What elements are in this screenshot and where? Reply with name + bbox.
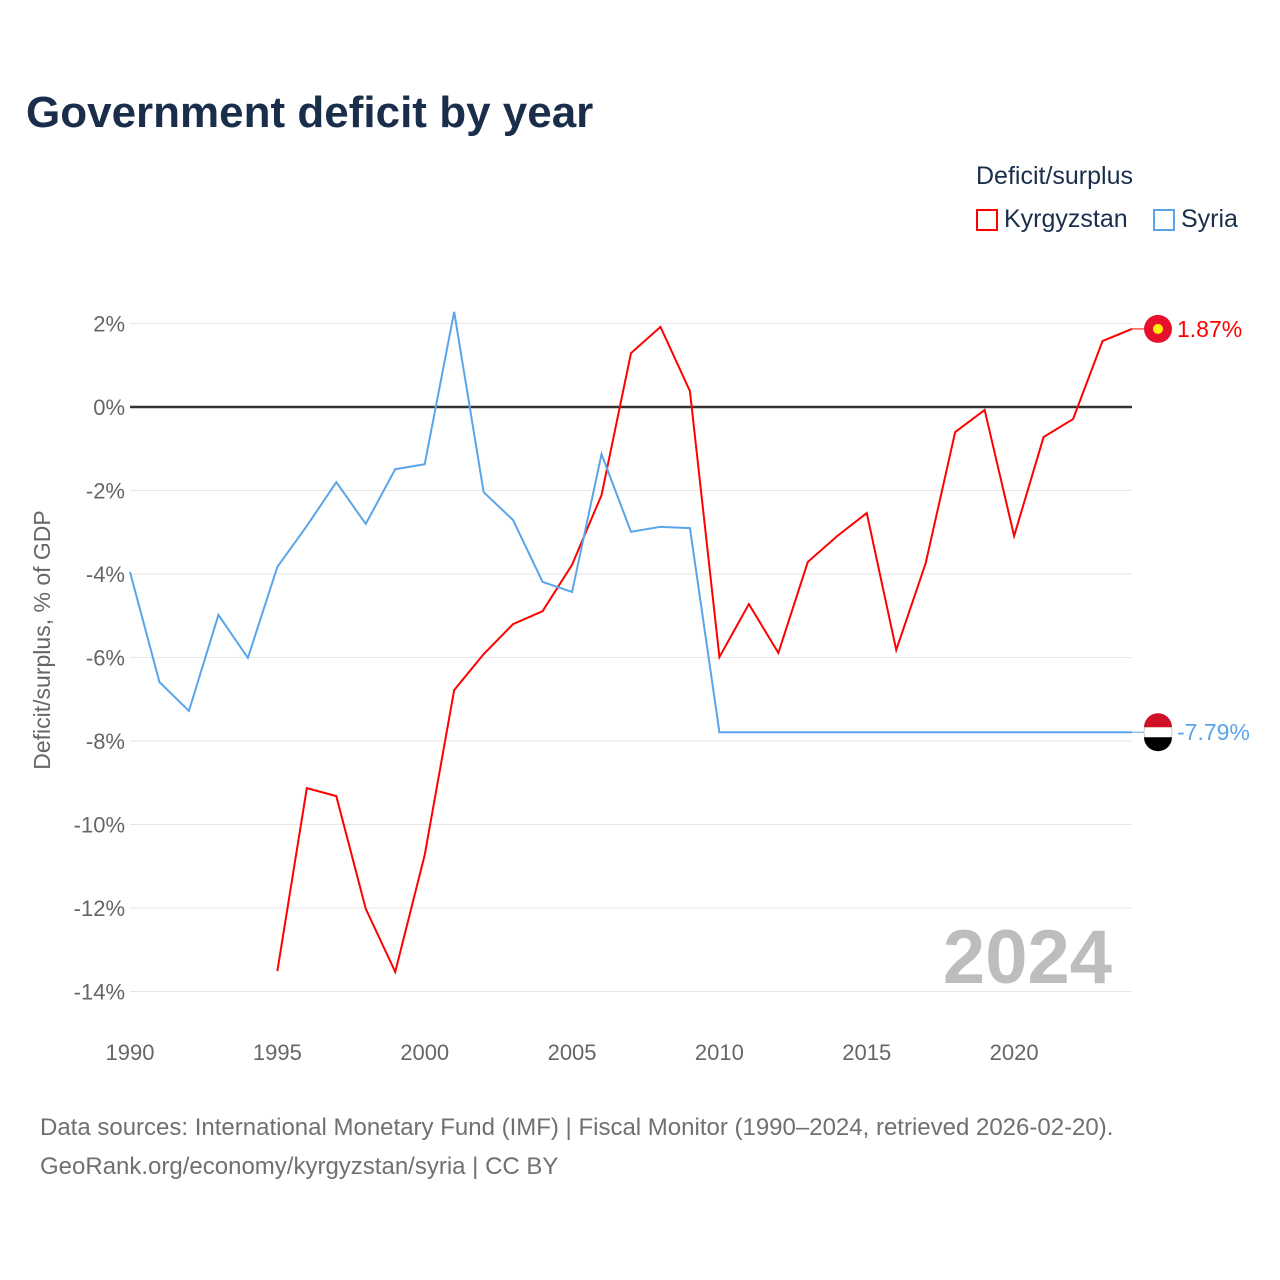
y-tick-label: -4% xyxy=(86,562,125,587)
legend-label: Kyrgyzstan xyxy=(1004,205,1128,233)
legend-swatch xyxy=(1153,208,1175,231)
footer: Data sources: International Monetary Fun… xyxy=(40,1108,1113,1186)
y-tick-label: -8% xyxy=(86,729,125,754)
flag-sun-icon xyxy=(1153,323,1163,334)
y-tick-label: -12% xyxy=(74,896,125,921)
legend-item-kyrgyzstan[interactable]: Kyrgyzstan xyxy=(976,205,1128,234)
y-tick-label: 2% xyxy=(93,312,125,337)
y-tick-label: -2% xyxy=(86,479,125,504)
x-tick-label: 2005 xyxy=(548,1040,597,1065)
x-tick-label: 2015 xyxy=(842,1040,891,1065)
end-value-label: -7.79% xyxy=(1177,719,1250,745)
series-line-kyrgyzstan xyxy=(276,325,1133,975)
y-axis-label: Deficit/surplus, % of GDP xyxy=(29,510,55,769)
x-tick-label: 1995 xyxy=(253,1040,302,1065)
x-tick-label: 2010 xyxy=(695,1040,744,1065)
legend-label: Syria xyxy=(1181,205,1238,233)
x-tick-label: 2020 xyxy=(990,1040,1039,1065)
x-tick-label: 2000 xyxy=(400,1040,449,1065)
flag-stripe xyxy=(1144,737,1172,752)
legend-swatch xyxy=(976,208,998,231)
y-tick-label: -10% xyxy=(74,813,125,838)
y-tick-label: -6% xyxy=(86,646,125,671)
year-watermark: 2024 xyxy=(943,915,1112,1000)
x-tick-label: 1990 xyxy=(106,1040,155,1065)
end-value-label: 1.87% xyxy=(1177,316,1242,342)
y-tick-label: 0% xyxy=(93,395,125,420)
legend-item-syria[interactable]: Syria xyxy=(1153,205,1238,234)
series-line-syria xyxy=(129,311,1132,734)
flag-stripe xyxy=(1144,713,1172,728)
y-tick-label: -14% xyxy=(74,980,125,1005)
source-text: Data sources: International Monetary Fun… xyxy=(40,1114,1114,1141)
chart-title: Government deficit by year xyxy=(26,88,594,137)
legend-title: Deficit/surplus xyxy=(976,162,1133,190)
attribution-text: GeoRank.org/economy/kyrgyzstan/syria | C… xyxy=(40,1153,559,1180)
